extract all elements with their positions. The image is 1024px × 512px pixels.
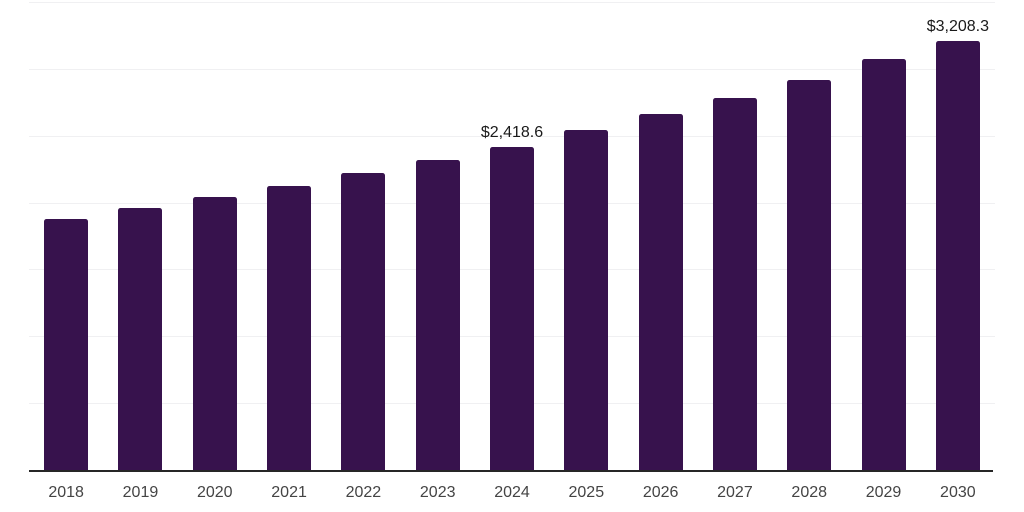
bar-2026 (638, 114, 683, 470)
bar-2025 (564, 130, 609, 470)
bar-2024 (490, 146, 534, 470)
bar-2030 (935, 41, 980, 470)
x-tick-label-2022: 2022 (345, 484, 382, 501)
x-axis-line (29, 470, 993, 472)
gridline-2500 (29, 135, 995, 137)
x-tick-label-2019: 2019 (122, 484, 159, 501)
bar-2018 (44, 219, 89, 470)
data-label-2024: $2,418.6 (480, 123, 544, 141)
bar-2028 (787, 79, 832, 470)
x-tick-label-2027: 2027 (717, 484, 753, 501)
plot-area: $2,418.6 $3,208.3 (29, 0, 995, 472)
bar-2023 (415, 159, 460, 470)
data-label-2030: $3,208.3 (926, 18, 989, 35)
gridline-3500 (29, 2, 995, 3)
x-tick-label-2030: 2030 (940, 484, 976, 501)
bar-2020 (192, 197, 237, 470)
bar-2022 (341, 173, 386, 470)
x-tick-label-2029: 2029 (865, 484, 902, 501)
x-tick-label-2023: 2023 (419, 484, 456, 501)
bar-2021 (267, 186, 312, 470)
x-axis-tick-labels: 2018 2019 2020 2021 2022 2023 2024 2025 2026 2027… (29, 483, 995, 503)
bar-2029 (861, 59, 906, 470)
bar-2027 (712, 98, 757, 470)
gridline-3000 (29, 68, 995, 70)
x-tick-label-2018: 2018 (48, 484, 84, 501)
x-tick-label-2020: 2020 (196, 484, 233, 501)
x-tick-label-2024: 2024 (494, 484, 530, 501)
bar-2019 (118, 207, 163, 470)
x-tick-label-2021: 2021 (271, 484, 307, 501)
x-tick-label-2028: 2028 (791, 484, 828, 501)
x-tick-label-2026: 2026 (642, 484, 679, 501)
x-tick-label-2025: 2025 (568, 484, 605, 501)
